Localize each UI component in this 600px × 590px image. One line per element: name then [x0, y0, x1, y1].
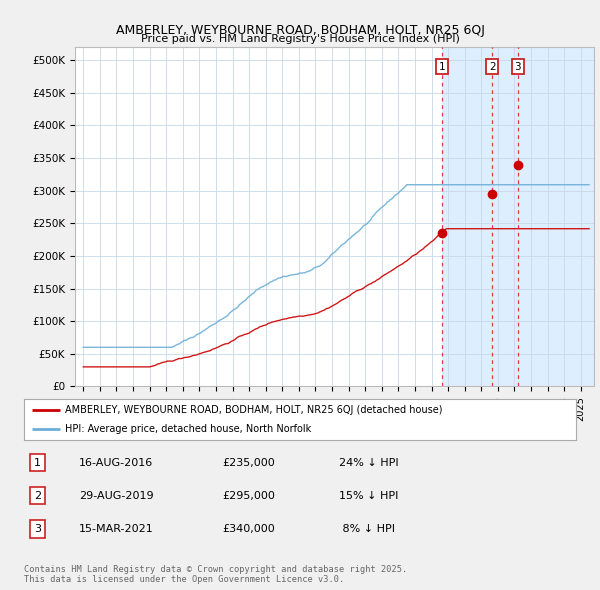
Text: Price paid vs. HM Land Registry's House Price Index (HPI): Price paid vs. HM Land Registry's House …: [140, 34, 460, 44]
Text: HPI: Average price, detached house, North Norfolk: HPI: Average price, detached house, Nort…: [65, 424, 311, 434]
Text: 1: 1: [34, 457, 41, 467]
Text: AMBERLEY, WEYBOURNE ROAD, BODHAM, HOLT, NR25 6QJ (detached house): AMBERLEY, WEYBOURNE ROAD, BODHAM, HOLT, …: [65, 405, 443, 415]
Text: AMBERLEY, WEYBOURNE ROAD, BODHAM, HOLT, NR25 6QJ: AMBERLEY, WEYBOURNE ROAD, BODHAM, HOLT, …: [116, 24, 484, 37]
Text: 2: 2: [489, 62, 496, 72]
Text: 16-AUG-2016: 16-AUG-2016: [79, 457, 154, 467]
Bar: [442, 47, 600, 386]
Text: Contains HM Land Registry data © Crown copyright and database right 2025.
This d: Contains HM Land Registry data © Crown c…: [24, 565, 407, 584]
Text: £235,000: £235,000: [223, 457, 275, 467]
Text: £295,000: £295,000: [223, 491, 275, 500]
Text: 2: 2: [34, 491, 41, 500]
Text: 24% ↓ HPI: 24% ↓ HPI: [338, 457, 398, 467]
Text: 1: 1: [439, 62, 445, 72]
Text: £340,000: £340,000: [223, 524, 275, 534]
Text: 3: 3: [515, 62, 521, 72]
Text: 3: 3: [34, 524, 41, 534]
Text: 8% ↓ HPI: 8% ↓ HPI: [338, 524, 395, 534]
Text: 15% ↓ HPI: 15% ↓ HPI: [338, 491, 398, 500]
Text: 29-AUG-2019: 29-AUG-2019: [79, 491, 154, 500]
Text: 15-MAR-2021: 15-MAR-2021: [79, 524, 154, 534]
